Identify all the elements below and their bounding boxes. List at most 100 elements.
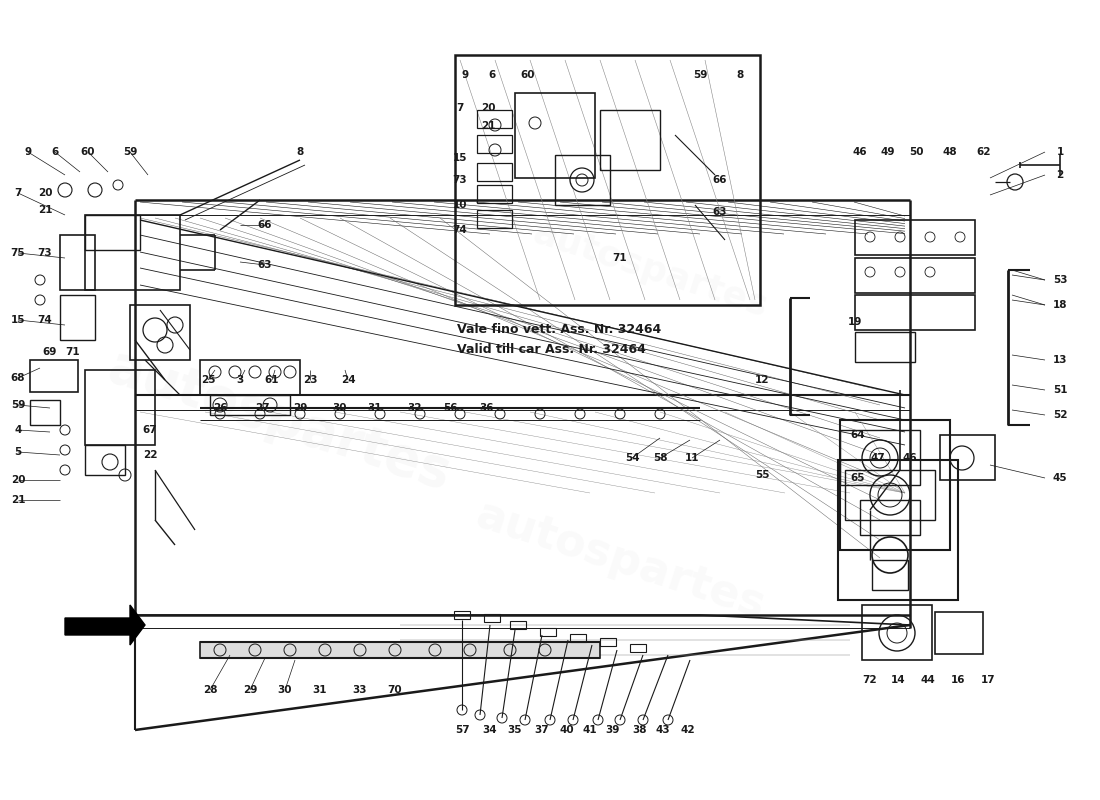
Text: 6: 6	[52, 147, 58, 157]
Bar	[515, 93, 595, 178]
Text: 29: 29	[293, 403, 307, 413]
Bar	[838, 460, 958, 600]
Text: 32: 32	[408, 403, 422, 413]
Text: 73: 73	[37, 248, 53, 258]
Text: 22: 22	[143, 450, 157, 460]
Text: 31: 31	[367, 403, 383, 413]
Text: 9: 9	[24, 147, 32, 157]
Text: 39: 39	[606, 725, 620, 735]
Bar	[600, 110, 660, 170]
Text: 63: 63	[257, 260, 273, 270]
Bar	[484, 614, 500, 622]
Text: autospartes: autospartes	[470, 493, 770, 627]
Bar	[855, 220, 975, 255]
Text: 52: 52	[1053, 410, 1067, 420]
Text: 25: 25	[200, 375, 216, 385]
Text: 54: 54	[625, 453, 639, 463]
Text: 19: 19	[848, 317, 862, 327]
Text: 15: 15	[453, 153, 468, 163]
Text: 58: 58	[652, 453, 668, 463]
Text: 1: 1	[1056, 147, 1064, 157]
Text: 5: 5	[14, 447, 22, 457]
Text: 20: 20	[11, 475, 25, 485]
Text: 35: 35	[508, 725, 522, 735]
Text: 30: 30	[332, 403, 348, 413]
Bar	[210, 395, 290, 415]
Text: 7: 7	[14, 188, 22, 198]
Bar	[845, 470, 935, 520]
Text: 30: 30	[277, 685, 293, 695]
Bar	[600, 638, 616, 646]
Text: 20: 20	[37, 188, 53, 198]
Text: 11: 11	[684, 453, 700, 463]
Text: 60: 60	[80, 147, 96, 157]
Bar	[200, 360, 300, 395]
Text: 9: 9	[461, 70, 469, 80]
Text: 75: 75	[11, 248, 25, 258]
Text: 74: 74	[452, 225, 468, 235]
Text: 8: 8	[296, 147, 304, 157]
Bar	[570, 634, 586, 642]
Text: 64: 64	[850, 430, 866, 440]
Text: 44: 44	[921, 675, 935, 685]
Bar	[860, 500, 920, 535]
Text: 28: 28	[202, 685, 218, 695]
Text: Vale fino vett. Ass. Nr. 32464: Vale fino vett. Ass. Nr. 32464	[456, 323, 661, 336]
Text: autospartes: autospartes	[528, 216, 772, 324]
Text: 33: 33	[353, 685, 367, 695]
Bar	[540, 628, 556, 636]
Bar	[477, 110, 512, 128]
Text: 27: 27	[255, 403, 270, 413]
Bar	[855, 258, 975, 293]
Text: 13: 13	[1053, 355, 1067, 365]
Bar	[940, 435, 996, 480]
Text: 21: 21	[37, 205, 53, 215]
Text: 67: 67	[143, 425, 157, 435]
Text: 47: 47	[870, 453, 886, 463]
Text: 65: 65	[850, 473, 866, 483]
Bar	[200, 642, 600, 658]
Text: 41: 41	[583, 725, 597, 735]
Text: 12: 12	[755, 375, 769, 385]
Bar	[85, 370, 155, 445]
Text: 10: 10	[453, 200, 468, 210]
Text: 2: 2	[1056, 170, 1064, 180]
Text: 53: 53	[1053, 275, 1067, 285]
Bar	[60, 295, 95, 340]
Text: 38: 38	[632, 725, 647, 735]
Text: 26: 26	[212, 403, 228, 413]
Text: 4: 4	[14, 425, 22, 435]
Bar	[30, 360, 78, 392]
Text: 18: 18	[1053, 300, 1067, 310]
Text: 59: 59	[693, 70, 707, 80]
Bar	[872, 560, 908, 590]
Text: 71: 71	[66, 347, 80, 357]
Text: 61: 61	[265, 375, 279, 385]
Text: 40: 40	[560, 725, 574, 735]
Text: 66: 66	[713, 175, 727, 185]
Bar	[862, 605, 932, 660]
Bar	[85, 215, 180, 290]
Text: 42: 42	[681, 725, 695, 735]
Text: 36: 36	[480, 403, 494, 413]
Bar	[935, 612, 983, 654]
Text: 49: 49	[881, 147, 895, 157]
Text: 71: 71	[613, 253, 627, 263]
Text: 66: 66	[257, 220, 273, 230]
Text: 6: 6	[488, 70, 496, 80]
Text: 20: 20	[481, 103, 495, 113]
Text: autospartes: autospartes	[102, 340, 458, 500]
Bar	[510, 621, 526, 629]
Text: 43: 43	[656, 725, 670, 735]
Bar	[855, 295, 975, 330]
Bar	[60, 235, 95, 290]
Bar	[556, 155, 610, 205]
Bar	[630, 644, 646, 652]
Text: 59: 59	[11, 400, 25, 410]
Text: 7: 7	[456, 103, 464, 113]
Text: 34: 34	[483, 725, 497, 735]
Text: 15: 15	[11, 315, 25, 325]
Text: 37: 37	[535, 725, 549, 735]
Text: 48: 48	[943, 147, 957, 157]
Bar	[477, 210, 512, 228]
